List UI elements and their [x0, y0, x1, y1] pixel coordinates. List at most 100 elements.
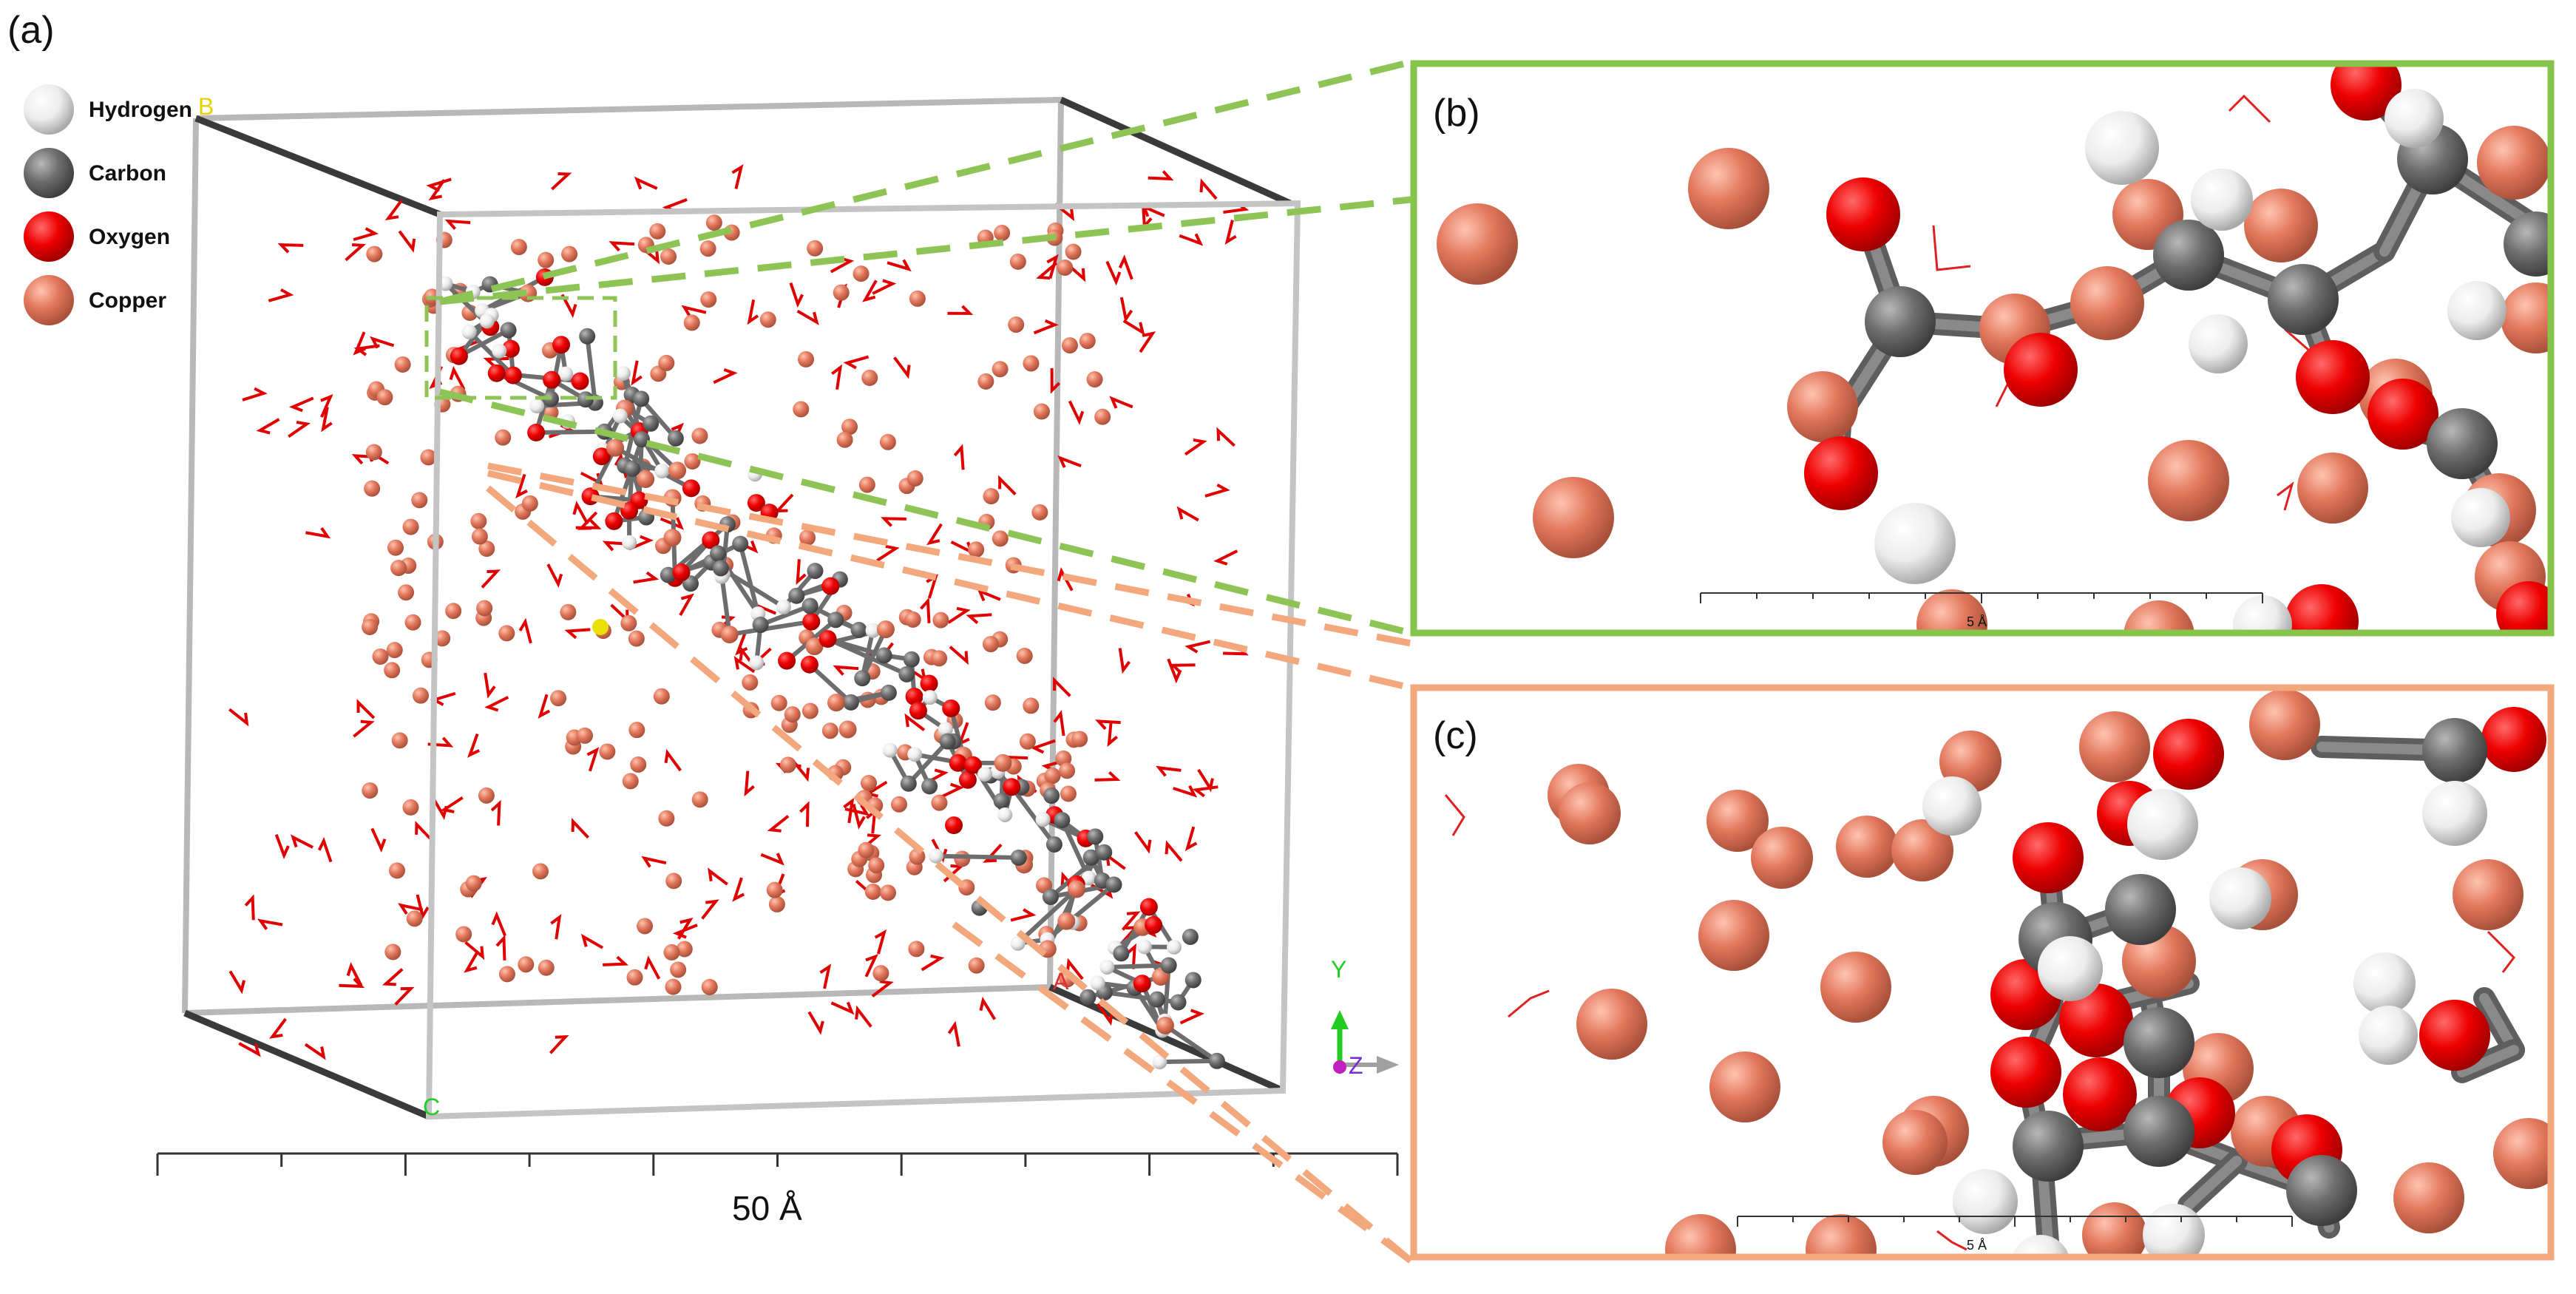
water-molecule [1065, 958, 1084, 980]
oxygen-atom [1003, 778, 1021, 796]
copper-atom [841, 419, 858, 436]
molecular-bond [585, 336, 597, 404]
molecular-bond [827, 637, 908, 677]
copper-atom [801, 702, 818, 719]
legend-label: Oxygen [89, 225, 170, 249]
copper-atom [931, 650, 948, 667]
water-molecule [1134, 831, 1152, 854]
hydrogen-atom [2085, 111, 2159, 185]
water-molecule [415, 820, 433, 841]
molecular-bond [1016, 887, 1079, 945]
water-molecule [518, 617, 532, 644]
scale-bar-c: 5 Å [1737, 1216, 2293, 1253]
water-molecule [947, 305, 974, 315]
oxygen-atom [2004, 333, 2078, 407]
copper-atom [663, 944, 680, 961]
water-molecule [288, 396, 314, 413]
copper-atom [538, 251, 555, 268]
copper-atom [868, 857, 885, 874]
hydrogen-atom [2038, 936, 2103, 1001]
copper-atom [2393, 1162, 2464, 1233]
water-molecule [490, 799, 501, 826]
water-molecule [1095, 719, 1121, 731]
oxygen-atom [778, 651, 796, 670]
molecular-bond [536, 429, 605, 435]
water-molecule [807, 1011, 824, 1035]
hydrogen-atom [1010, 935, 1026, 951]
legend-label: Hydrogen [89, 98, 192, 122]
carbon-atom [1170, 994, 1187, 1011]
water-molecule [998, 475, 1017, 496]
copper-atom [858, 841, 875, 858]
axis-y-label: Y [1331, 956, 1346, 983]
oxygen-atom [592, 447, 611, 466]
molecular-bond [614, 446, 693, 490]
carbon-atom [2427, 408, 2498, 479]
water-molecule [844, 804, 870, 816]
water-molecule [760, 853, 784, 866]
carbon-atom [1043, 787, 1060, 804]
molecular-bond [935, 853, 1019, 860]
water-molecule [495, 934, 506, 961]
water-molecule [947, 606, 971, 624]
water-molecule [430, 691, 456, 706]
water-molecule [290, 834, 313, 849]
axis-z-label: Z [1349, 1052, 1363, 1079]
copper-atom [628, 630, 645, 647]
water-molecule [1148, 170, 1174, 181]
water-molecule [1118, 254, 1133, 280]
carbon-atom [752, 617, 769, 634]
copper-atom [2249, 689, 2320, 760]
water-molecule [428, 179, 446, 200]
oxygen-atom [2296, 340, 2370, 414]
copper-atom [2070, 266, 2144, 340]
copper-atom [388, 862, 405, 879]
axis-triad: Y Z [1331, 956, 1399, 1079]
water-molecule [628, 535, 654, 551]
copper-atom [1023, 697, 1040, 714]
water-molecule [2487, 930, 2515, 973]
carbon-atom [579, 328, 596, 345]
water-molecule [339, 978, 365, 989]
carbon-atom [2123, 1096, 2194, 1167]
carbon-atom [2105, 874, 2176, 945]
copper-atom [1031, 504, 1048, 521]
copper-atom [2477, 126, 2551, 200]
copper-atom [387, 539, 404, 556]
hydrogen-atom [1099, 959, 1115, 975]
water-molecule [551, 172, 572, 191]
water-molecule [1053, 677, 1071, 697]
copper-atom [561, 245, 578, 262]
water-molecule [1105, 260, 1122, 286]
carbon-atom [875, 647, 892, 664]
copper-atom [362, 618, 379, 635]
copper-atom [977, 373, 994, 390]
copper-atom [1820, 952, 1891, 1023]
scale-bar-c-label: 5 Å [1967, 1238, 1987, 1253]
water-molecule [268, 288, 294, 302]
water-molecule [2228, 94, 2271, 123]
copper-atom [1033, 403, 1050, 420]
oxygen-atom [543, 370, 561, 389]
water-molecule [1036, 262, 1058, 280]
water-molecule [732, 877, 745, 902]
water-molecule [1184, 826, 1198, 852]
water-molecule [394, 986, 415, 1006]
water-molecule [1179, 233, 1204, 246]
zoom-connectors [438, 58, 1413, 1264]
hydrogen-atom [1167, 939, 1182, 955]
copper-atom [827, 694, 846, 712]
water-molecule [580, 933, 604, 949]
copper-atom [1009, 253, 1026, 270]
carbon-atom [1010, 849, 1027, 866]
water-molecule [1224, 220, 1237, 245]
hydrogen-atom [2422, 781, 2487, 846]
carbon-atom [1105, 876, 1122, 893]
molecular-bond [1164, 1023, 1218, 1063]
water-molecule [444, 219, 471, 230]
carbon-atom [788, 587, 805, 604]
copper-atom [386, 642, 403, 659]
hydrogen-atom [865, 623, 881, 638]
oxygen-atom [1804, 436, 1878, 510]
copper-atom [1008, 316, 1025, 333]
